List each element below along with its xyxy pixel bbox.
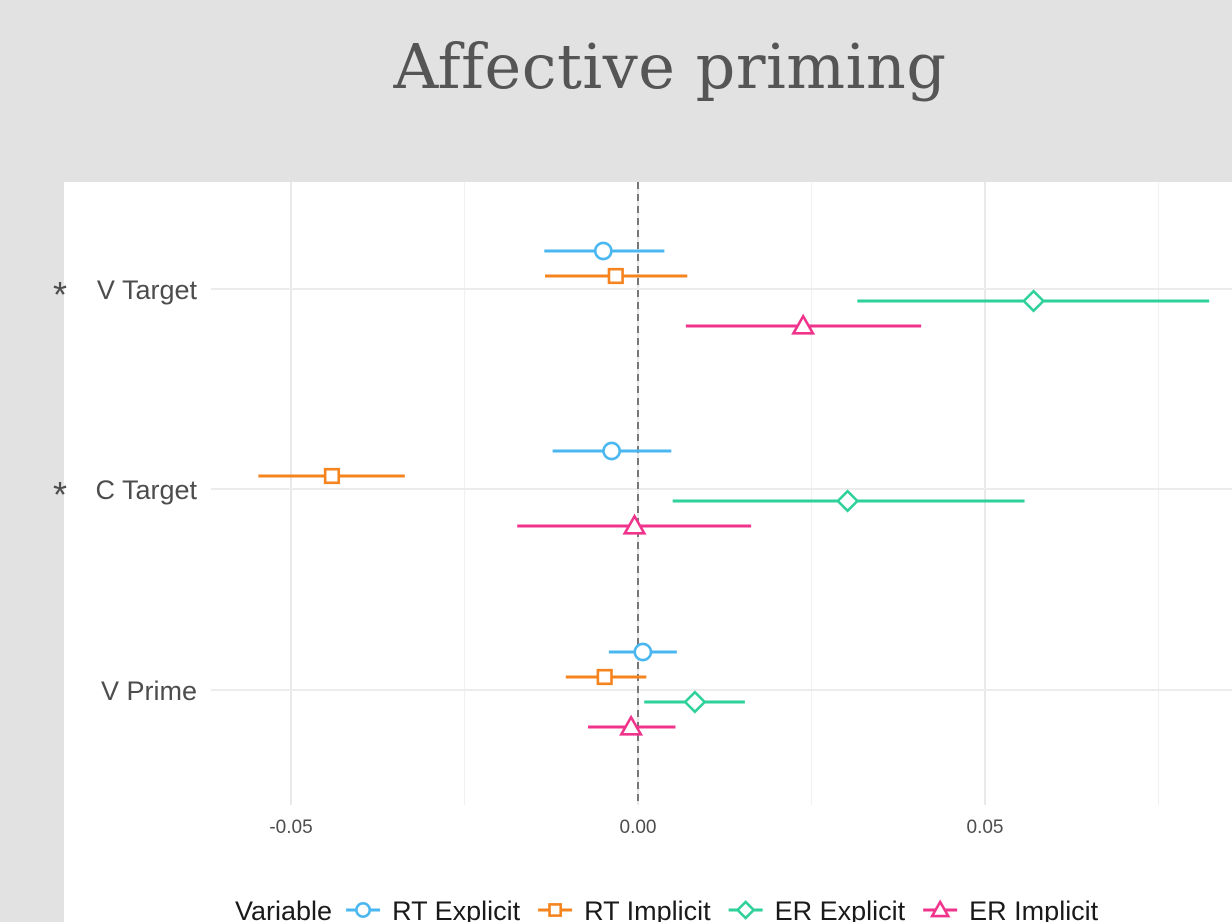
point-marker [683, 690, 707, 714]
point-marker [602, 441, 622, 461]
x-tick-label: 0.00 [620, 817, 657, 838]
point-marker [619, 714, 644, 736]
y-category-label: V Prime [101, 676, 197, 706]
significance-asterisk: * [53, 274, 67, 315]
y-category-label: C Target [95, 475, 197, 505]
legend-label: ER Explicit [775, 896, 906, 922]
y-category-label: V Target [97, 275, 198, 305]
point-marker [548, 903, 563, 917]
legend-label: ER Implicit [969, 896, 1099, 922]
x-tick-label: -0.05 [269, 817, 312, 838]
point-marker [622, 513, 647, 535]
point-marker [323, 467, 341, 485]
point-marker [835, 489, 860, 513]
chart-title: Affective priming [393, 30, 947, 103]
x-tick-label: 0.05 [967, 817, 1004, 838]
significance-asterisk: * [53, 474, 67, 515]
point-marker [593, 241, 613, 261]
point-marker [929, 899, 951, 918]
point-marker [791, 313, 816, 335]
legend-title: Variable [235, 896, 332, 922]
legend-label: RT Explicit [392, 896, 521, 922]
legend-label: RT Implicit [584, 896, 711, 922]
point-marker [1021, 289, 1046, 313]
point-marker [355, 902, 372, 918]
point-marker [633, 642, 653, 662]
point-marker [607, 267, 624, 285]
point-marker [596, 668, 613, 686]
point-marker [735, 900, 756, 920]
